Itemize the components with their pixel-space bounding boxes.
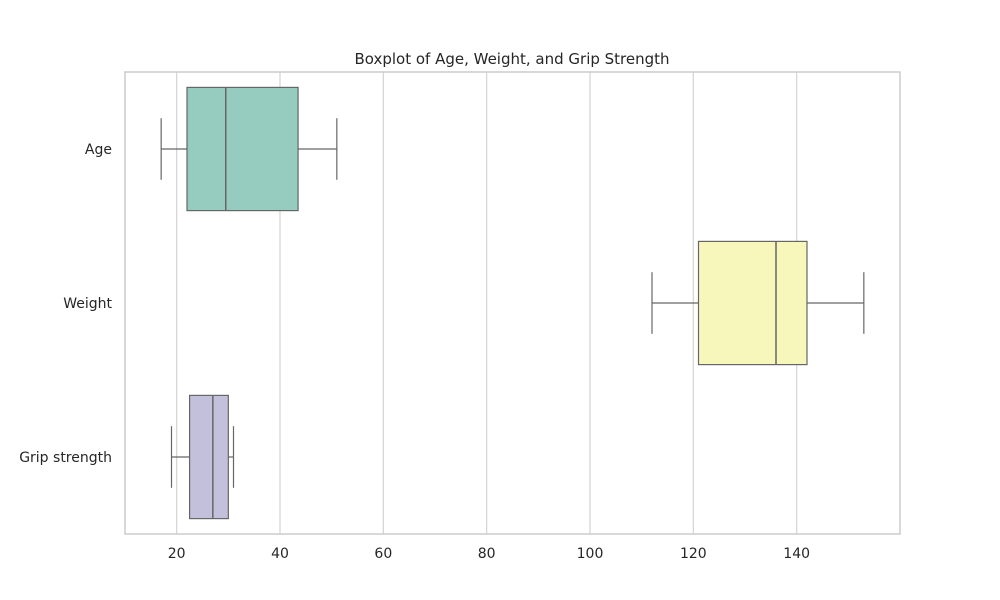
y-category-label: Age	[85, 142, 112, 158]
x-tick-label: 140	[783, 546, 810, 562]
x-tick-label: 120	[680, 546, 707, 562]
x-axis-ticks: 20 40 60 80 100 120 140	[168, 546, 810, 562]
y-axis-categories: Age Weight Grip strength	[19, 142, 112, 466]
y-category-label: Weight	[63, 296, 112, 312]
x-tick-label: 60	[374, 546, 392, 562]
box-group	[651, 240, 865, 366]
boxes	[160, 86, 865, 520]
x-tick-label: 20	[168, 546, 186, 562]
y-category-label: Grip strength	[19, 450, 112, 466]
box-iqr	[186, 86, 299, 212]
box-iqr	[188, 394, 229, 520]
plot-frame	[124, 71, 901, 535]
box-group	[160, 86, 338, 212]
x-tick-label: 80	[478, 546, 496, 562]
chart-title: Boxplot of Age, Weight, and Grip Strengt…	[354, 50, 669, 68]
box-iqr	[697, 240, 808, 366]
x-tick-label: 100	[577, 546, 604, 562]
x-tick-label: 40	[271, 546, 289, 562]
box-group	[170, 394, 235, 520]
